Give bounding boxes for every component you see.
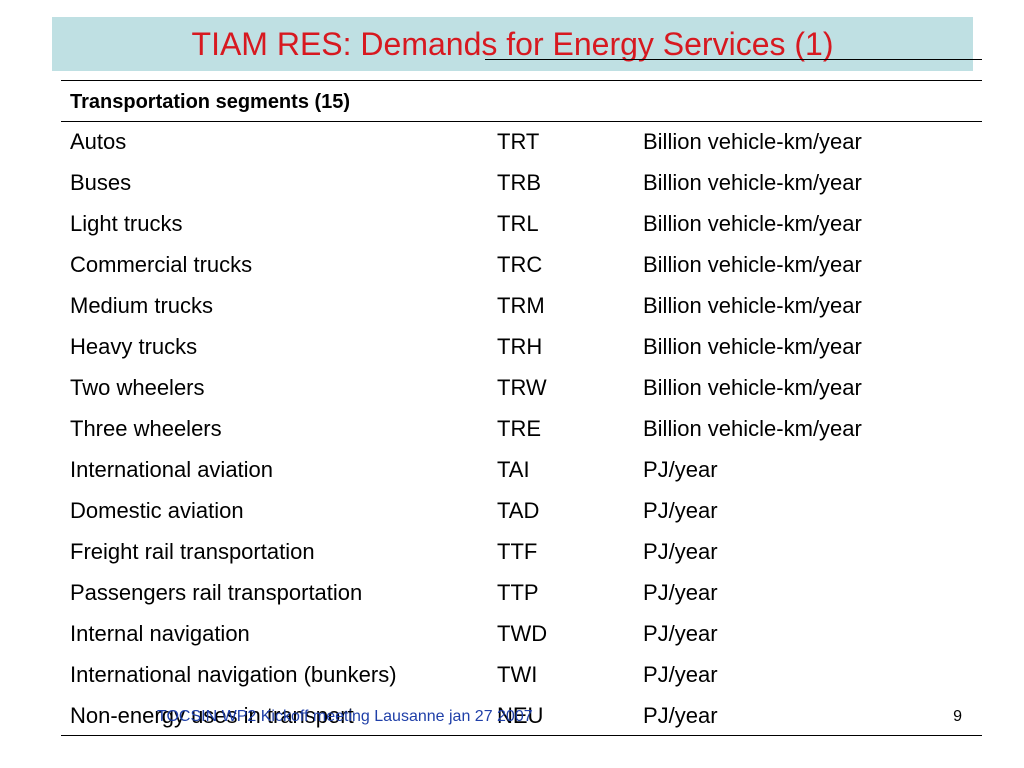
table-row: Domestic aviation TAD PJ/year xyxy=(0,497,1024,538)
code-cell: TAI xyxy=(497,457,530,482)
segment-cell: International navigation (bunkers) xyxy=(70,662,397,687)
table-body: Autos TRT Billion vehicle-km/year Buses TRB B… xyxy=(0,128,1024,743)
segment-cell: Non-energy uses in transport xyxy=(70,703,354,728)
segment-cell: Heavy trucks xyxy=(70,334,198,359)
unit-cell: Billion vehicle-km/year xyxy=(643,375,862,400)
table-header: Transportation segments (15) xyxy=(70,91,351,113)
table-header-rule xyxy=(61,121,982,122)
segment-cell: Three wheelers xyxy=(70,416,222,441)
table-row: Buses TRB Billion vehicle-km/year xyxy=(0,169,1024,210)
code-cell: TRL xyxy=(497,211,539,236)
unit-cell: PJ/year xyxy=(643,621,718,646)
table-row: Light trucks TRL Billion vehicle-km/year xyxy=(0,210,1024,251)
code-cell: TRH xyxy=(497,334,543,359)
segment-cell: Internal navigation xyxy=(70,621,250,646)
title-underline xyxy=(485,59,982,60)
code-cell: TRW xyxy=(497,375,547,400)
unit-cell: PJ/year xyxy=(643,457,718,482)
code-cell: TRC xyxy=(497,252,543,277)
footer-text: TOCSIN WP2 Kickoff meeting Lausanne jan … xyxy=(157,708,533,725)
segment-cell: Autos xyxy=(70,129,127,154)
table-row: International navigation (bunkers) TWI PJ/… xyxy=(0,661,1024,702)
table-row: Two wheelers TRW Billion vehicle-km/year xyxy=(0,374,1024,415)
code-cell: TRM xyxy=(497,293,545,318)
table-row: Medium trucks TRM Billion vehicle-km/year xyxy=(0,292,1024,333)
code-cell: TRT xyxy=(497,129,540,154)
segment-cell: Domestic aviation xyxy=(70,498,244,523)
segment-cell: Commercial trucks xyxy=(70,252,253,277)
table-row: Internal navigation TWD PJ/year xyxy=(0,620,1024,661)
title-band xyxy=(52,17,973,71)
code-cell: TAD xyxy=(497,498,540,523)
unit-cell: PJ/year xyxy=(643,498,718,523)
table-bottom-rule xyxy=(61,735,982,736)
table-row: Three wheelers TRE Billion vehicle-km/year xyxy=(0,415,1024,456)
code-cell: TTF xyxy=(497,539,538,564)
segment-cell: Buses xyxy=(70,170,132,195)
table-row: Heavy trucks TRH Billion vehicle-km/year xyxy=(0,333,1024,374)
segment-cell: International aviation xyxy=(70,457,274,482)
unit-cell: Billion vehicle-km/year xyxy=(643,211,862,236)
unit-cell: PJ/year xyxy=(643,539,718,564)
unit-cell: Billion vehicle-km/year xyxy=(643,129,862,154)
segment-cell: Freight rail transportation xyxy=(70,539,315,564)
table-row: Autos TRT Billion vehicle-km/year xyxy=(0,128,1024,169)
page-number: 9 xyxy=(953,708,962,725)
unit-cell: PJ/year xyxy=(643,703,718,728)
code-cell: TRB xyxy=(497,170,541,195)
unit-cell: PJ/year xyxy=(643,580,718,605)
unit-cell: Billion vehicle-km/year xyxy=(643,334,862,359)
table-top-rule xyxy=(61,80,982,81)
slide-title: TIAM RES: Demands for Energy Services (1… xyxy=(191,26,834,62)
unit-cell: Billion vehicle-km/year xyxy=(643,416,862,441)
segment-cell: Light trucks xyxy=(70,211,183,236)
code-cell: TRE xyxy=(497,416,541,441)
table-row: International aviation TAI PJ/year xyxy=(0,456,1024,497)
table-row: Commercial trucks TRC Billion vehicle-km/y… xyxy=(0,251,1024,292)
code-cell: TTP xyxy=(497,580,539,605)
code-cell: NEU xyxy=(497,703,544,728)
code-cell: TWD xyxy=(497,621,548,646)
code-cell: TWI xyxy=(497,662,538,687)
unit-cell: PJ/year xyxy=(643,662,718,687)
segment-cell: Two wheelers xyxy=(70,375,205,400)
unit-cell: Billion vehicle-km/year xyxy=(643,170,862,195)
unit-cell: Billion vehicle-km/year xyxy=(643,252,862,277)
table-row: Non-energy uses in transport NEU PJ/year xyxy=(0,702,1024,743)
segment-cell: Passengers rail transportation xyxy=(70,580,363,605)
table-row: Passengers rail transportation TTP PJ/year xyxy=(0,579,1024,620)
table-row: Freight rail transportation TTF PJ/year xyxy=(0,538,1024,579)
segment-cell: Medium trucks xyxy=(70,293,214,318)
unit-cell: Billion vehicle-km/year xyxy=(643,293,862,318)
